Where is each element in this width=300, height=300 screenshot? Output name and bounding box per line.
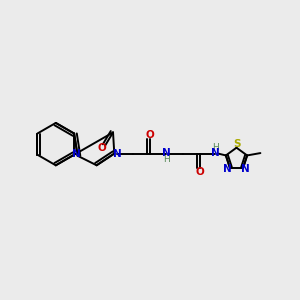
Text: N: N (224, 164, 232, 174)
Text: N: N (162, 148, 171, 158)
Text: O: O (195, 167, 204, 177)
Text: O: O (146, 130, 154, 140)
Text: O: O (97, 143, 106, 153)
Text: N: N (241, 164, 250, 174)
Text: H: H (212, 143, 219, 152)
Text: H: H (163, 155, 170, 164)
Text: S: S (233, 139, 241, 148)
Text: N: N (211, 148, 220, 158)
Text: N: N (113, 149, 122, 159)
Text: N: N (72, 149, 80, 159)
